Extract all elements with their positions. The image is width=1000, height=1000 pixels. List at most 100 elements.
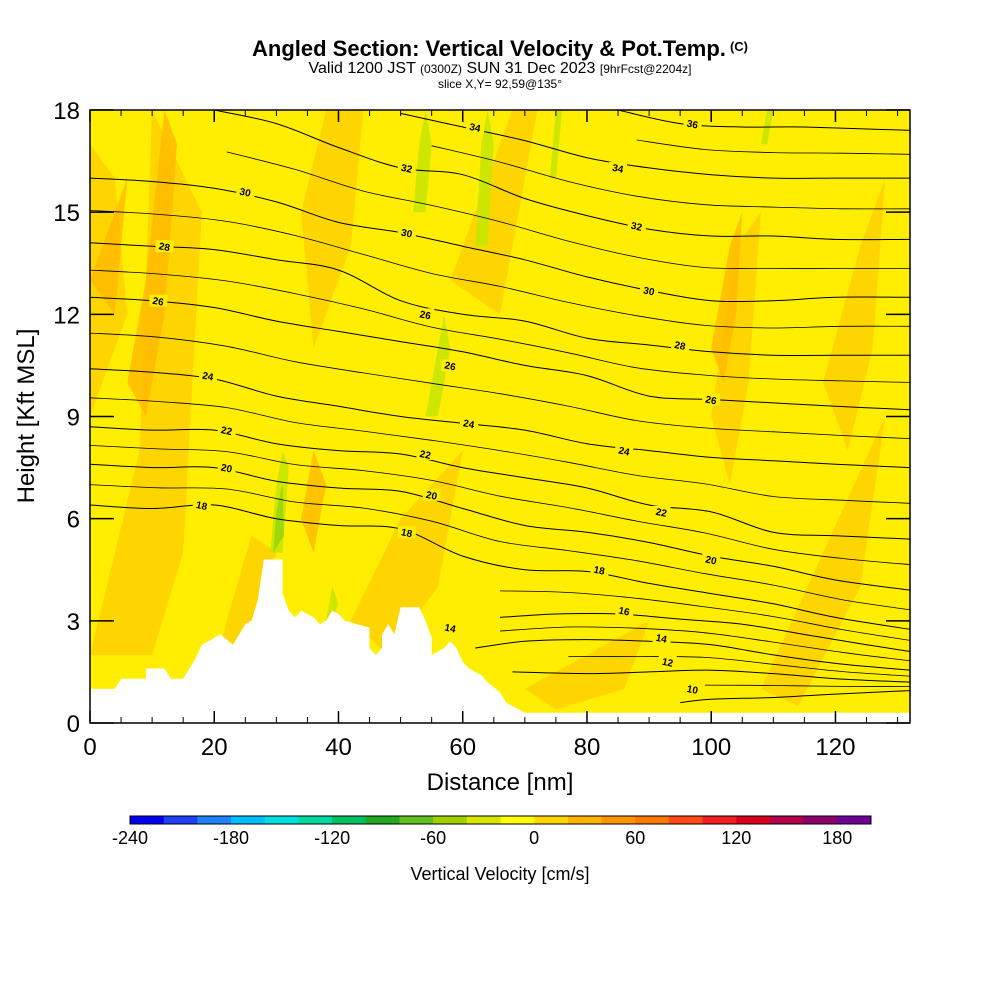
svg-text:30: 30 [400, 228, 414, 241]
contour-label-30-23: 30 [640, 284, 659, 299]
contour-label-30-25: 30 [236, 185, 255, 200]
contour-label-32-26: 32 [627, 219, 646, 234]
subtitle-zulu: (0300Z) [420, 62, 463, 76]
colorbar-swatch-9 [433, 816, 468, 824]
y-tick-label-3: 3 [67, 609, 80, 636]
svg-text:28: 28 [673, 340, 687, 353]
colorbar-tick--180: -180 [213, 828, 249, 848]
contour-label-14-2: 14 [652, 631, 671, 646]
contour-label-36-30: 36 [683, 117, 702, 132]
colorbar-swatch-12 [534, 816, 569, 824]
isentrope-30-10 [90, 177, 910, 303]
svg-text:14: 14 [655, 633, 669, 646]
colorbar: -240 -180 -120 -60 0 60 120 180 [112, 815, 872, 848]
isentrope-lines [90, 110, 910, 704]
svg-text:22: 22 [220, 425, 234, 438]
svg-text:26: 26 [443, 360, 457, 373]
svg-text:26: 26 [419, 309, 433, 322]
x-axis-title: Distance [nm] [427, 769, 574, 796]
isentrope-36-13 [617, 110, 910, 131]
colorbar-swatch-21 [837, 816, 872, 824]
colorbar-title: Vertical Velocity [cm/s] [410, 864, 589, 884]
isentrope-18-4 [90, 504, 910, 630]
colorbar-swatch-1 [163, 816, 198, 824]
cool-region-2 [425, 314, 451, 417]
contour-label-18-7: 18 [192, 499, 211, 513]
colorbar-swatch-4 [264, 816, 299, 824]
colorbar-swatch-20 [803, 816, 838, 824]
contour-label-28-21: 28 [671, 338, 690, 353]
isentrope-28-9 [90, 242, 910, 356]
y-tick-label-18: 18 [53, 98, 80, 125]
warm-region-8 [823, 178, 886, 451]
x-tick-label-60: 60 [449, 734, 476, 761]
colorbar-tick--120: -120 [314, 828, 350, 848]
contour-label-22-11: 22 [652, 505, 671, 520]
warm-region-2 [301, 110, 364, 349]
terrain-mask [90, 559, 910, 723]
colorbar-swatch-17 [702, 816, 737, 824]
isentrope-10-0 [680, 690, 910, 704]
colorbar-swatch-0 [130, 816, 165, 824]
isentrope-24-7 [90, 368, 910, 469]
contour-label-10-0: 10 [683, 682, 702, 697]
slice-info: slice X,Y= 92,59@135° [437, 77, 563, 91]
contour-label-34-29: 34 [466, 121, 485, 135]
svg-text:16: 16 [617, 606, 631, 619]
contour-label-28-22: 28 [155, 240, 174, 254]
svg-text:32: 32 [400, 163, 414, 176]
contour-label-24-16: 24 [199, 369, 218, 384]
colorbar-tick-60: 60 [625, 828, 645, 848]
svg-text:24: 24 [201, 371, 215, 384]
contour-label-18-5: 18 [590, 563, 609, 578]
contour-label-32-27: 32 [397, 161, 416, 176]
contour-label-26-17: 26 [702, 393, 721, 408]
svg-text:26: 26 [151, 296, 165, 309]
x-tick-label-0: 0 [83, 734, 96, 761]
isentrope-minor-1 [568, 656, 910, 677]
contour-label-12-1: 12 [658, 655, 677, 670]
subtitle-prefix: Valid 1200 JST [308, 60, 416, 77]
x-tick-label-40: 40 [325, 734, 352, 761]
contour-label-30-24: 30 [397, 226, 416, 241]
subtitle-date: SUN 31 Dec 2023 [466, 60, 596, 77]
svg-text:24: 24 [462, 418, 476, 431]
isentrope-minor-0 [704, 684, 910, 687]
svg-text:12: 12 [661, 657, 675, 670]
contour-label-26-20: 26 [149, 294, 168, 309]
velocity-field [90, 110, 910, 723]
contour-label-26-18: 26 [441, 359, 460, 374]
isentrope-minor-5 [90, 445, 910, 565]
isentrope-minor-6 [90, 397, 910, 504]
colorbar-tick-180: 180 [822, 828, 852, 848]
isentrope-14-2 [475, 639, 910, 671]
warm-region-7 [214, 535, 277, 672]
isentrope-minor-9 [90, 210, 910, 329]
isentrope-minor-3 [499, 590, 910, 641]
colorbar-tick--60: -60 [420, 828, 446, 848]
warm-region-4 [524, 620, 650, 710]
contour-label-22-12: 22 [416, 447, 435, 462]
isentrope-12-1 [512, 669, 910, 683]
svg-text:30: 30 [238, 187, 252, 200]
svg-text:36: 36 [686, 119, 700, 132]
svg-text:10: 10 [686, 684, 700, 697]
warm-region-6 [450, 110, 538, 315]
colorbar-swatch-6 [332, 816, 367, 824]
colorbar-swatch-2 [197, 816, 232, 824]
cool-region-1 [475, 110, 494, 247]
contour-label-20-10: 20 [217, 461, 236, 476]
colorbar-tick-0: 0 [529, 828, 539, 848]
isentrope-16-3 [499, 613, 910, 652]
isentrope-minor-12 [636, 139, 910, 155]
svg-text:34: 34 [468, 122, 482, 135]
colorbar-swatch-14 [601, 816, 636, 824]
isentrope-32-11 [214, 110, 910, 241]
x-tick-label-120: 120 [815, 734, 855, 761]
contour-label-22-13: 22 [217, 424, 236, 438]
svg-text:18: 18 [195, 500, 209, 513]
contour-label-20-8: 20 [702, 553, 721, 568]
svg-text:32: 32 [630, 221, 644, 234]
colorbar-swatch-7 [365, 816, 400, 824]
